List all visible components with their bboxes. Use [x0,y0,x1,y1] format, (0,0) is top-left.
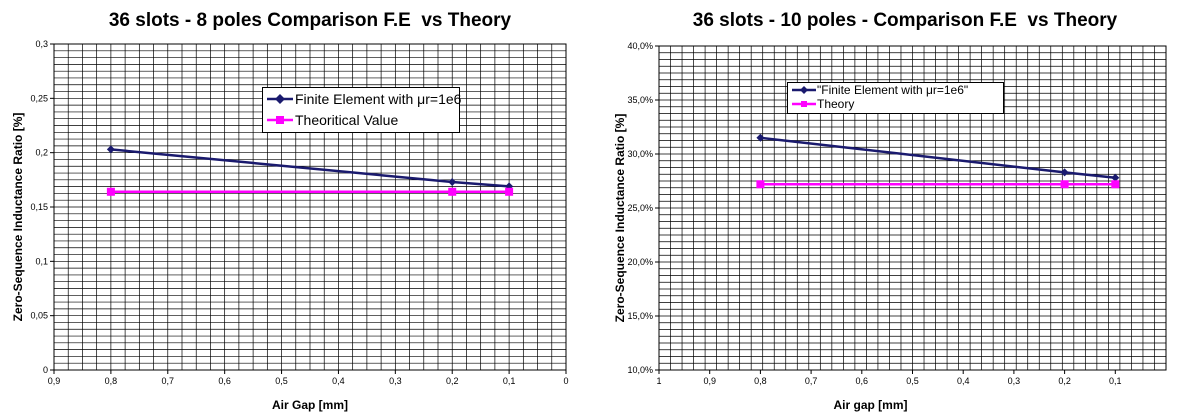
x-tick-label: 0,5 [275,376,288,386]
x-tick-label: 0,6 [856,376,869,386]
y-tick-label: 35,0% [627,95,653,105]
chart-legend: Finite Element with μr=1e6 Theoritical V… [262,87,462,133]
y-tick-label: 0,3 [35,39,48,49]
x-tick-label: 0,8 [754,376,767,386]
legend-swatch-diamond [792,86,816,94]
x-tick-label: 0,1 [1109,376,1122,386]
x-tick-label: 0,3 [389,376,402,386]
y-tick-label: 0,05 [30,311,48,321]
data-point [1060,168,1069,177]
legend-label: "Finite Element with μr=1e6" [817,83,969,97]
data-point [106,145,115,154]
y-tick-label: 30,0% [627,149,653,159]
x-tick-label: 0,4 [957,376,970,386]
x-tick-label: 0,3 [1008,376,1021,386]
x-axis-title: Air Gap [mm] [272,398,348,412]
data-point [756,133,765,142]
chart-legend: "Finite Element with μr=1e6" Theory [787,82,1004,114]
legend-item: Theory [788,97,1003,111]
x-tick-label: 0,1 [503,376,516,386]
data-point [756,180,765,189]
chart-title: 36 slots - 10 poles - Comparison F.E vs … [692,10,1118,31]
y-axis-title: Zero-Sequence Inductance Ratio [%] [613,114,627,323]
x-tick-label: 0,4 [332,376,345,386]
x-tick-label: 0,7 [805,376,818,386]
x-tick-label: 0,7 [162,376,175,386]
x-tick-label: 0,2 [1058,376,1071,386]
legend-label: Theoritical Value [295,112,399,128]
data-point [106,187,115,196]
chart-plot: 0 0,05 0,1 0,15 0,2 0,25 0,3 0,9 0,8 0,7 0,6 0,5 0,4… [11,39,569,412]
y-tick-label: 25,0% [627,203,653,213]
legend-swatch-square [792,101,816,107]
y-tick-label: 0,25 [30,93,48,103]
legend-item: Finite Element with μr=1e6 [263,89,462,109]
data-point [1060,180,1069,189]
data-point [1111,180,1120,189]
y-tick-label: 10,0% [627,365,653,375]
x-tick-label: 0,5 [906,376,919,386]
x-tick-label: 0,9 [703,376,716,386]
y-tick-label: 20,0% [627,257,653,267]
data-point [505,187,514,196]
y-tick-label: 0,1 [35,256,48,266]
legend-item: "Finite Element with μr=1e6" [788,83,1003,97]
legend-swatch-diamond [267,94,293,104]
data-point [448,178,457,187]
x-tick-label: 0,6 [218,376,231,386]
legend-label: Finite Element with μr=1e6 [295,91,462,107]
x-tick-label: 0,2 [446,376,459,386]
x-axis-title: Air gap [mm] [833,398,907,412]
x-tick-label: 0,9 [48,376,61,386]
legend-label: Theory [817,97,855,111]
data-point [1111,173,1120,182]
y-tick-label: 0 [43,365,48,375]
legend-item: Theoritical Value [263,110,459,130]
y-tick-label: 40,0% [627,41,653,51]
y-axis-title: Zero-Sequence Inductance Ratio [%] [11,113,25,322]
y-tick-label: 15,0% [627,311,653,321]
data-point [448,187,457,196]
x-tick-label: 1 [656,376,661,386]
y-tick-label: 0,15 [30,202,48,212]
x-tick-label: 0,8 [105,376,118,386]
chart-title: 36 slots - 8 poles Comparison F.E vs The… [108,10,512,31]
y-tick-label: 0,2 [35,148,48,158]
x-tick-label: 0 [563,376,568,386]
legend-swatch-square [267,116,293,124]
